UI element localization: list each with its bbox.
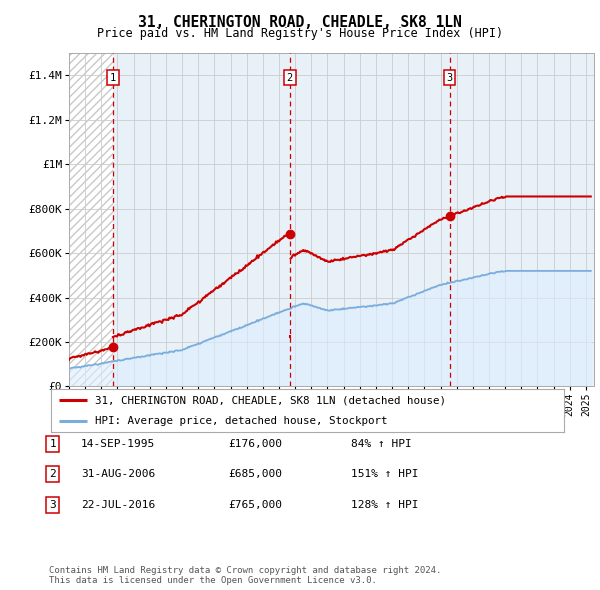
Text: 2: 2	[287, 73, 293, 83]
Text: 31-AUG-2006: 31-AUG-2006	[81, 470, 155, 479]
Text: 14-SEP-1995: 14-SEP-1995	[81, 439, 155, 448]
Text: 128% ↑ HPI: 128% ↑ HPI	[351, 500, 419, 510]
Text: 84% ↑ HPI: 84% ↑ HPI	[351, 439, 412, 448]
Text: 1: 1	[49, 439, 56, 448]
Text: 3: 3	[49, 500, 56, 510]
Text: £765,000: £765,000	[228, 500, 282, 510]
Text: 22-JUL-2016: 22-JUL-2016	[81, 500, 155, 510]
Text: £176,000: £176,000	[228, 439, 282, 448]
Text: Contains HM Land Registry data © Crown copyright and database right 2024.
This d: Contains HM Land Registry data © Crown c…	[49, 566, 442, 585]
Text: Price paid vs. HM Land Registry's House Price Index (HPI): Price paid vs. HM Land Registry's House …	[97, 27, 503, 40]
Text: 31, CHERINGTON ROAD, CHEADLE, SK8 1LN: 31, CHERINGTON ROAD, CHEADLE, SK8 1LN	[138, 15, 462, 30]
Text: HPI: Average price, detached house, Stockport: HPI: Average price, detached house, Stoc…	[95, 417, 387, 426]
Text: 3: 3	[446, 73, 453, 83]
Text: 31, CHERINGTON ROAD, CHEADLE, SK8 1LN (detached house): 31, CHERINGTON ROAD, CHEADLE, SK8 1LN (d…	[95, 395, 446, 405]
Text: 151% ↑ HPI: 151% ↑ HPI	[351, 470, 419, 479]
Text: £685,000: £685,000	[228, 470, 282, 479]
Text: 1: 1	[110, 73, 116, 83]
Text: 2: 2	[49, 470, 56, 479]
